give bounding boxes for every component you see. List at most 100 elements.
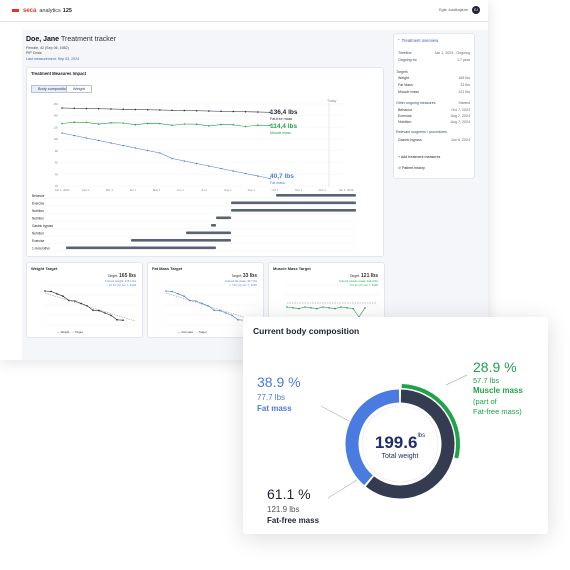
mm-point bbox=[244, 125, 247, 128]
brand-subtitle: analytics bbox=[39, 7, 61, 14]
fat-target-title: Fat Mass Target bbox=[152, 266, 183, 271]
fm-point bbox=[208, 165, 210, 167]
impact-y-tick: 140 bbox=[53, 114, 58, 118]
fm-point bbox=[269, 177, 271, 180]
impact-x-tick: May 1 bbox=[153, 188, 161, 192]
overview-card bbox=[393, 33, 475, 179]
measure-bar bbox=[66, 246, 216, 250]
mm-point bbox=[97, 123, 100, 125]
patient-meta-1: Female, 42 (Sep 06, 1982) bbox=[26, 46, 69, 50]
user-menu[interactable]: Egle Juodkojiene EJ bbox=[439, 6, 480, 14]
timeline-row: Timeline Jan 1, 2024 - Ongoing bbox=[398, 51, 470, 55]
mm-point bbox=[195, 123, 198, 125]
ongoing-label: Ongoing for bbox=[398, 58, 417, 62]
ongoing-nutrition-row: Nutrition Aug 7, 2024 bbox=[398, 120, 470, 124]
patient-history-link[interactable]: ↺ Patient history bbox=[398, 166, 425, 170]
ffm-point bbox=[146, 108, 149, 111]
target-fat-row: Fat Mass 33 lbs bbox=[398, 83, 470, 87]
fm-point bbox=[146, 149, 149, 152]
add-measures-link[interactable]: + Add treatment measures bbox=[398, 155, 441, 159]
weight-target-chart bbox=[43, 284, 137, 326]
measure-label: Behavior bbox=[32, 194, 46, 198]
mini-series-line bbox=[165, 290, 245, 321]
muscle-mass-line bbox=[61, 121, 271, 127]
mm-point bbox=[134, 123, 137, 126]
patient-history-label: Patient history bbox=[402, 166, 425, 170]
fat-target-legend: — Fat mass - - Target bbox=[178, 330, 207, 334]
measure-label: Exercise bbox=[32, 239, 44, 243]
muscle-arc bbox=[401, 384, 460, 459]
muscle-target-value: 121 lbs bbox=[361, 273, 378, 279]
measure-bar bbox=[216, 216, 231, 220]
ongoing-exercise-label: Exercise bbox=[398, 114, 412, 118]
total-weight-label: Total weight bbox=[381, 453, 419, 460]
overview-title[interactable]: ⌃ Treatment overview bbox=[397, 38, 439, 43]
measure-label: Nutrition bbox=[32, 217, 44, 221]
impact-x-tick: Apr 1 bbox=[130, 188, 137, 192]
mm-point bbox=[73, 121, 76, 123]
impact-y-tick: 40 bbox=[55, 172, 59, 176]
ffm-point bbox=[85, 107, 88, 110]
fm-point bbox=[183, 160, 186, 162]
impact-y-tick: 20 bbox=[55, 184, 59, 188]
ongoing-head-label: Other ongoing measures bbox=[396, 101, 436, 105]
target-muscle-value: 121 lbs bbox=[458, 90, 470, 94]
mini-series-line bbox=[44, 290, 124, 321]
avatar[interactable]: EJ bbox=[472, 6, 480, 14]
tab-weight[interactable]: Weight bbox=[66, 85, 92, 93]
mm-point bbox=[171, 124, 173, 127]
fm-point bbox=[61, 132, 63, 134]
mm-point bbox=[256, 124, 259, 126]
fm-point bbox=[73, 134, 76, 137]
today-label: Today bbox=[327, 99, 337, 103]
target-weight-label: Weight bbox=[398, 76, 410, 80]
weight-target-note1: Current weight: 175.1 lbs bbox=[104, 279, 136, 283]
legend-target-fat: Target bbox=[198, 330, 207, 334]
impact-x-tick: Oct 1 bbox=[272, 188, 279, 192]
surgery-row: Gastric bypass Jun 6, 2024 bbox=[398, 138, 470, 142]
patient-meta-2: PIP Crisis bbox=[26, 51, 42, 55]
page-title: Doe, Jane Treatment tracker bbox=[26, 36, 116, 43]
measure-label: 1 more/other bbox=[32, 247, 51, 251]
fat-target-value-row: Target: 33 lbs bbox=[231, 273, 257, 279]
fat-arc bbox=[345, 389, 400, 486]
measure-label: Gastric bypass bbox=[32, 224, 53, 228]
timeline-label: Timeline bbox=[398, 51, 412, 55]
fm-point bbox=[220, 167, 222, 170]
seca-logo-icon bbox=[12, 9, 19, 12]
fm-name: Fat mass bbox=[270, 181, 285, 185]
weight-target-value: 165 lbs bbox=[119, 273, 136, 279]
measure-bar bbox=[131, 239, 231, 242]
impact-x-tick: Dec 1 bbox=[319, 188, 327, 192]
impact-y-tick: 80 bbox=[55, 149, 59, 153]
ffm-point bbox=[122, 108, 124, 111]
last-measurement-link[interactable]: Last measurement: Sep 03, 2024 bbox=[26, 57, 80, 61]
mm-point bbox=[232, 124, 235, 126]
fat-target-card: Fat Mass Target Target: 33 lbs Current f… bbox=[147, 262, 264, 338]
ffm-point bbox=[97, 107, 100, 110]
fm-point bbox=[171, 157, 173, 160]
mm-point bbox=[85, 121, 88, 124]
fat-target-note1: Current fat mass: 40.7 lbs bbox=[224, 279, 257, 283]
fat-target-label: Target: bbox=[231, 274, 242, 278]
brand-version: 125 bbox=[62, 7, 72, 14]
fatfree-pct: 61.1 % bbox=[267, 486, 311, 502]
fm-point bbox=[85, 137, 88, 139]
measure-bar bbox=[276, 194, 356, 197]
mm-point bbox=[110, 122, 112, 124]
fm-point bbox=[134, 147, 137, 149]
user-name: Egle Juodkojiene bbox=[439, 8, 468, 12]
fat-connector bbox=[320, 405, 350, 422]
mini-target-line bbox=[165, 292, 257, 322]
impact-x-tick: Jun 1 bbox=[177, 188, 184, 192]
impact-title: Treatment Measures Impact bbox=[31, 71, 87, 76]
fm-point bbox=[195, 162, 198, 165]
target-muscle-label: Muscle mass bbox=[398, 90, 419, 94]
ffm-value: 136,4 lbs bbox=[270, 109, 298, 116]
fm-point bbox=[232, 170, 235, 172]
measure-bar bbox=[186, 231, 231, 235]
impact-x-tick: Aug 1 bbox=[224, 188, 232, 192]
total-weight-unit: lbs bbox=[417, 433, 426, 439]
ongoing-value: 1.7 year bbox=[457, 58, 470, 62]
